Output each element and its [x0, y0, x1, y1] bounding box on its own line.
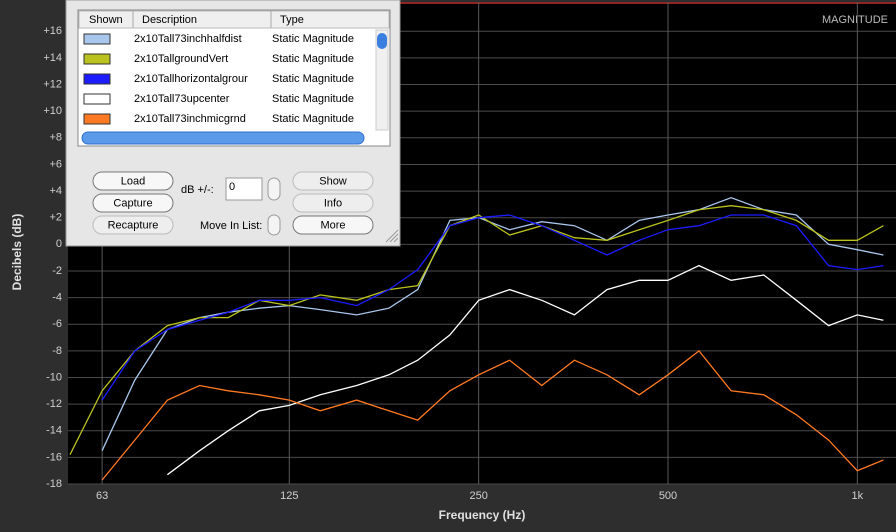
column-header: Description [142, 14, 197, 26]
h-scroll-thumb[interactable] [81, 131, 365, 145]
lines [69, 197, 884, 481]
v-scrollbar[interactable] [375, 29, 389, 131]
button-label[interactable]: Info [324, 197, 342, 209]
button[interactable] [292, 215, 374, 235]
resize-grip[interactable] [385, 229, 399, 243]
row-type: Static Magnitude [272, 53, 354, 65]
button-label[interactable]: More [320, 219, 345, 231]
legend-swatch [83, 53, 111, 65]
y-tick-label: -2 [52, 265, 62, 277]
y-tick-label: -10 [46, 371, 62, 383]
move-label: Move In List: [200, 220, 262, 232]
legend-label: 2x10Tallhorizontalgrour [134, 73, 248, 85]
y-tick-label: -4 [52, 291, 62, 303]
y-tick-label: +16 [43, 25, 62, 37]
column-header: Type [280, 14, 304, 26]
legend-label: 2x10Tall73upcenter [134, 93, 230, 105]
y-tick-label: -8 [52, 345, 62, 357]
button[interactable] [292, 193, 374, 213]
row-type: Static Magnitude [272, 93, 354, 105]
column-header: Shown [89, 14, 123, 26]
y-tick-label: -6 [52, 318, 62, 330]
y-tick-label: +8 [49, 132, 62, 144]
x-tick-label: 63 [96, 490, 108, 502]
y-tick-label: +6 [49, 158, 62, 170]
button-label[interactable]: Show [319, 175, 347, 187]
button-label[interactable]: Capture [113, 197, 152, 209]
y-tick-label: -16 [46, 451, 62, 463]
row-type: Static Magnitude [272, 113, 354, 125]
list-header [78, 10, 390, 29]
series-line [101, 214, 884, 401]
button[interactable] [92, 171, 174, 191]
y-tick-label: -14 [46, 425, 62, 437]
y-tick-label: 0 [56, 238, 62, 250]
x-tick-label: 500 [659, 490, 677, 502]
row-type: Static Magnitude [272, 33, 354, 45]
v-scroll-thumb[interactable] [377, 33, 387, 49]
y-tick-label: +14 [43, 52, 62, 64]
y-tick-label: +10 [43, 105, 62, 117]
button-label[interactable]: Load [121, 175, 145, 187]
legend-swatch [83, 73, 111, 85]
y-tick-label: -18 [46, 478, 62, 490]
x-axis-label: Frequency (Hz) [439, 508, 526, 522]
y-tick-label: +4 [49, 185, 62, 197]
db-label: dB +/-: [181, 184, 214, 196]
db-value[interactable]: 0 [229, 181, 235, 193]
legend-label: 2x10Tall73inchhalfdist [134, 33, 242, 45]
button[interactable] [92, 215, 174, 235]
legend-label: 2x10Tall73inchmicgrnd [134, 113, 246, 125]
y-tick-label: -12 [46, 398, 62, 410]
x-tick-label: 1k [852, 490, 864, 502]
y-tick-label: +2 [49, 212, 62, 224]
series-line [167, 264, 884, 476]
x-tick-label: 250 [469, 490, 487, 502]
button-label[interactable]: Recapture [108, 219, 159, 231]
legend-swatch [83, 93, 111, 105]
x-tick-label: 125 [280, 490, 298, 502]
legend-label: 2x10TallgroundVert [134, 53, 228, 65]
series-line [101, 349, 884, 481]
move-stepper[interactable] [267, 214, 281, 236]
db-stepper[interactable] [267, 177, 281, 201]
legend-swatch [83, 113, 111, 125]
button[interactable] [292, 171, 374, 191]
panel: Shown Description Type 2x10Tall73inchhalfdi… [65, 0, 401, 247]
series-line [101, 197, 884, 451]
y-tick-label: +12 [43, 78, 62, 90]
list-box [77, 9, 391, 147]
corner-label: MAGNITUDE [822, 14, 888, 26]
legend-swatch [83, 33, 111, 45]
db-input[interactable] [225, 177, 263, 201]
row-type: Static Magnitude [272, 73, 354, 85]
button[interactable] [92, 193, 174, 213]
y-axis-label: Decibels (dB) [10, 214, 24, 291]
